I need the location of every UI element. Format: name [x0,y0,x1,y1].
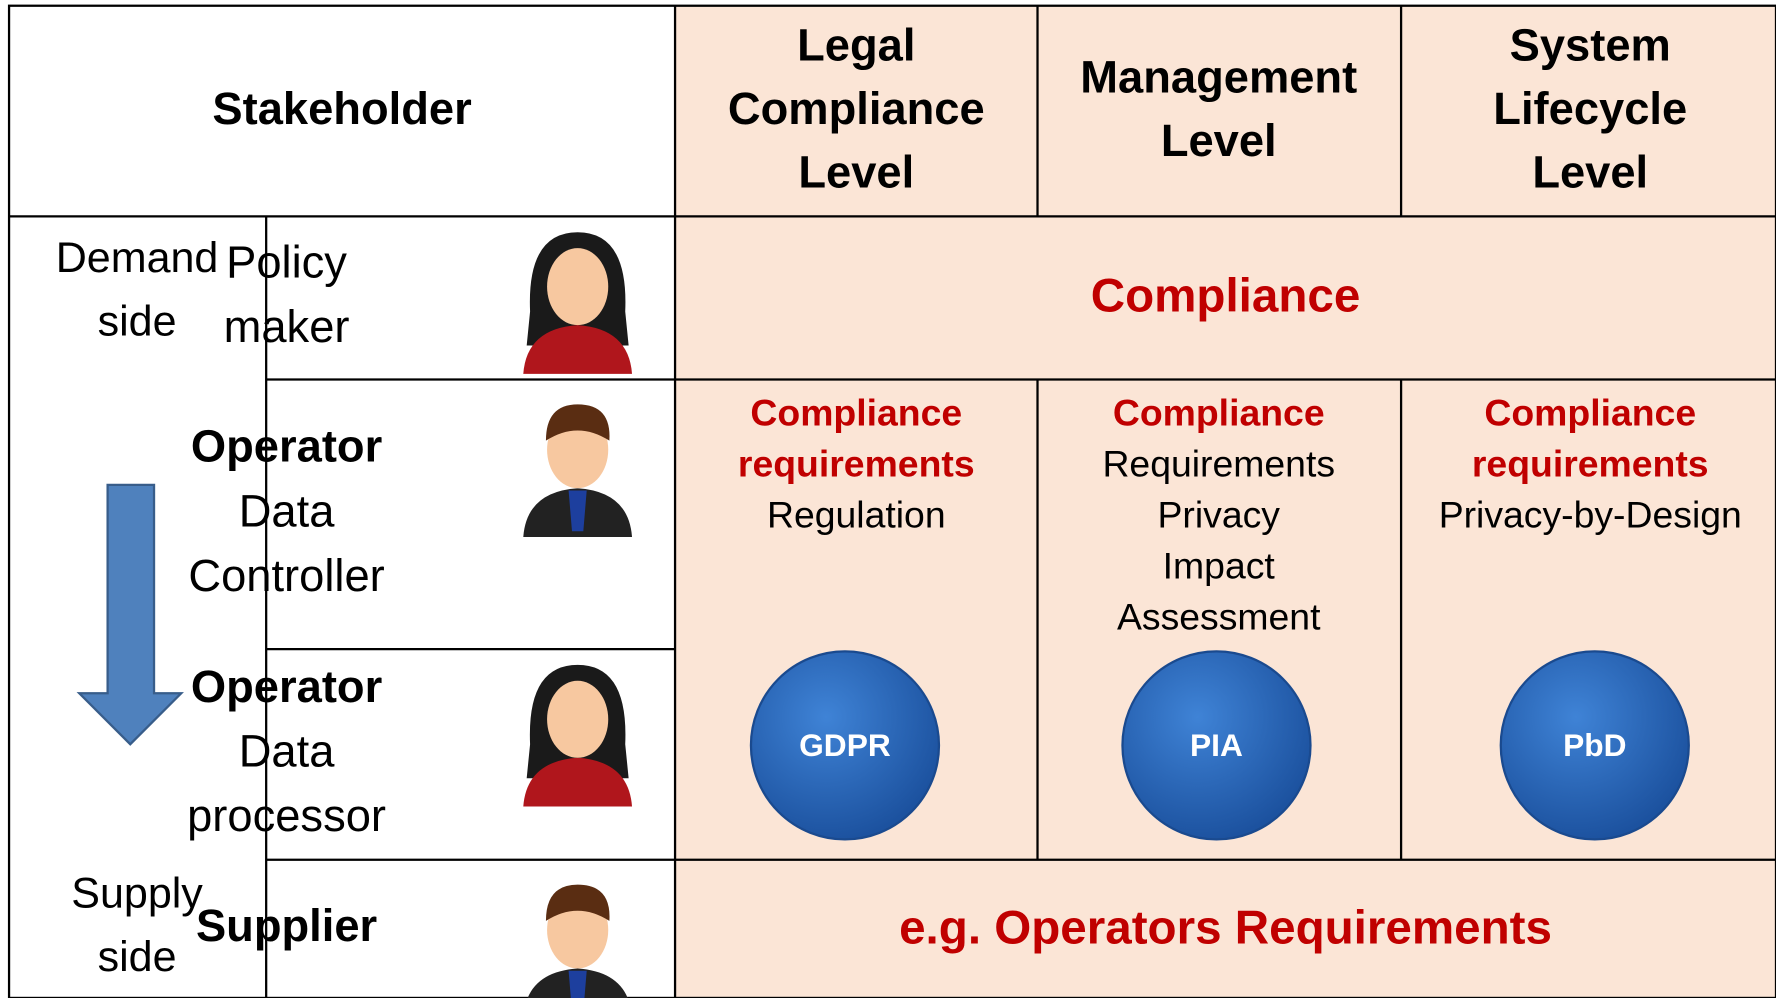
side-label: Demand [56,234,219,282]
cell-text: Privacy [1157,494,1280,536]
stakeholder-text: Data [239,485,335,536]
stakeholder-text: processor [187,790,386,841]
side-label: side [98,297,177,345]
header-text: Level [1532,147,1648,198]
header-text: Stakeholder [212,83,471,134]
hair [545,884,610,921]
person-icon [527,884,628,998]
person-icon [523,232,633,374]
compliance-banner: Compliance [1091,270,1361,323]
badge-label: PIA [1190,727,1243,763]
cell-heading: Compliance [750,392,962,434]
footer-text: e.g. Operators Requirements [899,902,1552,955]
person-icon [523,404,633,537]
header-text: System [1510,20,1671,71]
cell-text: Privacy-by-Design [1439,494,1742,536]
cell-heading: requirements [738,443,975,485]
header-text: Compliance [728,83,985,134]
body [523,325,633,374]
header-text: Level [1161,115,1277,166]
stakeholder-text: Operator [191,421,382,472]
badge [1499,650,1690,841]
side-label: side [98,933,177,981]
cell-text: Regulation [767,494,946,536]
badge-label: PbD [1563,727,1626,763]
stakeholder-text: Supplier [196,900,377,951]
stakeholder-text: Controller [188,550,384,601]
face [547,248,609,326]
header-text: Level [798,147,914,198]
content: Stakeholder Legal Compliance Level Managemen… [56,20,1742,998]
hair [545,404,610,441]
badge [1121,650,1312,841]
badge [749,650,941,841]
cell-text: Requirements [1102,443,1335,485]
side-label: Supply [71,869,203,917]
header-text: Legal [797,20,915,71]
badge-label: GDPR [799,727,891,763]
body [523,757,633,807]
cell-heading: requirements [1472,443,1709,485]
header-text: Management [1080,51,1357,102]
cell-text: Assessment [1117,596,1321,638]
face [547,680,609,758]
cell-heading: Compliance [1484,392,1696,434]
header-text: Lifecycle [1493,83,1687,134]
cell-heading: Compliance [1113,392,1325,434]
cell-text: Impact [1163,545,1276,587]
person-icon [523,664,633,807]
stakeholder-text: Data [239,725,335,776]
tie [568,970,587,998]
tie [568,490,587,532]
stakeholder-text: Operator [191,661,382,712]
arrow [76,483,184,746]
stakeholder-text: Policy [226,237,347,288]
stakeholder-text: maker [224,301,350,352]
